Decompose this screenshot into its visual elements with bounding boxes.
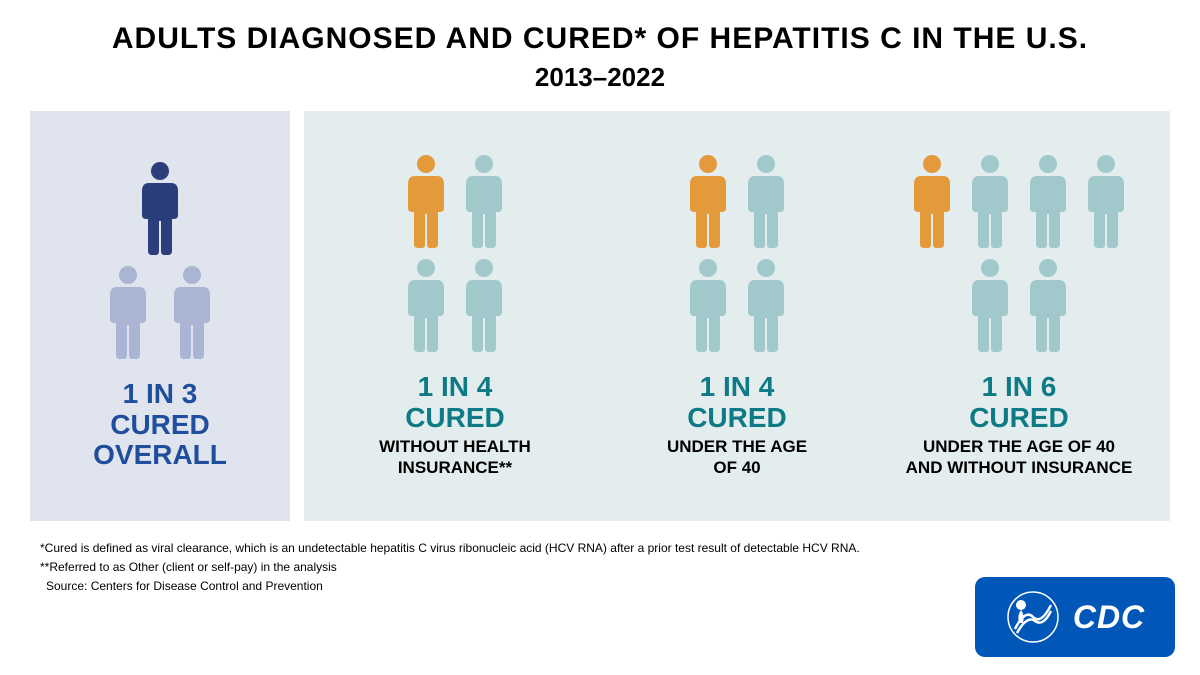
group1-stat-sub: WITHOUT HEALTHINSURANCE** xyxy=(379,437,531,478)
group-under-40: 1 IN 4 CURED UNDER THE AGEOF 40 xyxy=(597,154,876,478)
group1-stat-line2: CURED xyxy=(405,403,505,434)
subtitle: 2013–2022 xyxy=(0,62,1200,93)
person-icon xyxy=(1084,154,1128,248)
person-icon xyxy=(744,154,788,248)
person-icon xyxy=(462,258,506,352)
group2-stat-line2: CURED xyxy=(687,403,787,434)
person-icon xyxy=(170,265,214,359)
person-icon xyxy=(744,258,788,352)
person-icon xyxy=(106,265,150,359)
panel-overall: 1 IN 3 CURED OVERALL xyxy=(30,111,290,521)
person-icon xyxy=(968,154,1012,248)
header: ADULTS DIAGNOSED AND CURED* OF HEPATITIS… xyxy=(0,0,1200,111)
panels-container: 1 IN 3 CURED OVERALL 1 IN 4 CURED WITHOU… xyxy=(0,111,1200,521)
person-icon xyxy=(686,258,730,352)
person-icon xyxy=(910,154,954,248)
hhs-icon xyxy=(1005,589,1061,645)
person-icon xyxy=(1026,154,1070,248)
person-icon xyxy=(138,161,182,255)
group2-stat-line1: 1 IN 4 xyxy=(700,372,775,403)
overall-stat-line1: 1 IN 3 xyxy=(123,379,198,410)
group-under-40-no-insurance: 1 IN 6 CURED UNDER THE AGE OF 40AND WITH… xyxy=(879,154,1158,478)
person-icon xyxy=(404,258,448,352)
group2-icons xyxy=(662,154,812,352)
cdc-badge: CDC xyxy=(975,577,1175,657)
group1-icons xyxy=(380,154,530,352)
cdc-text: CDC xyxy=(1073,599,1145,636)
overall-stat-sub: OVERALL xyxy=(93,440,227,471)
overall-icons xyxy=(85,161,235,359)
group3-icons xyxy=(909,154,1129,352)
person-icon xyxy=(686,154,730,248)
person-icon xyxy=(462,154,506,248)
person-icon xyxy=(404,154,448,248)
person-icon xyxy=(1026,258,1070,352)
group2-stat-sub: UNDER THE AGEOF 40 xyxy=(667,437,807,478)
panel-groups: 1 IN 4 CURED WITHOUT HEALTHINSURANCE** 1… xyxy=(304,111,1170,521)
group3-stat-line2: CURED xyxy=(969,403,1069,434)
group-no-insurance: 1 IN 4 CURED WITHOUT HEALTHINSURANCE** xyxy=(315,154,594,478)
footnote-2: **Referred to as Other (client or self-p… xyxy=(40,558,1160,577)
person-icon xyxy=(968,258,1012,352)
group1-stat-line1: 1 IN 4 xyxy=(418,372,493,403)
group3-stat-sub: UNDER THE AGE OF 40AND WITHOUT INSURANCE xyxy=(906,437,1133,478)
overall-stat-line2: CURED xyxy=(110,410,210,441)
main-title: ADULTS DIAGNOSED AND CURED* OF HEPATITIS… xyxy=(0,22,1200,56)
group3-stat-line1: 1 IN 6 xyxy=(982,372,1057,403)
footnote-1: *Cured is defined as viral clearance, wh… xyxy=(40,539,1160,558)
